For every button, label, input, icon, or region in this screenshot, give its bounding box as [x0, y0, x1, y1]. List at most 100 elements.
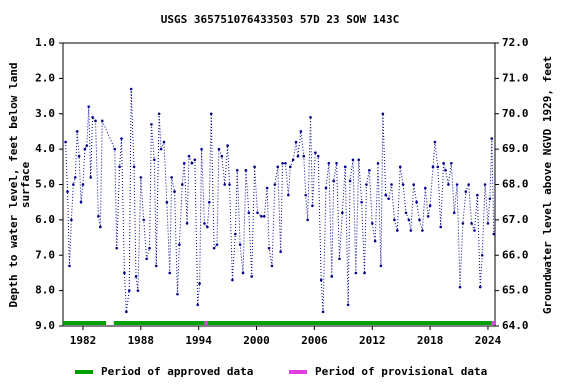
- data-point: [120, 137, 123, 140]
- data-point: [304, 193, 308, 197]
- data-point: [407, 218, 411, 222]
- data-point: [115, 246, 119, 250]
- data-point: [276, 165, 280, 169]
- data-point: [365, 183, 368, 186]
- data-point: [299, 130, 303, 133]
- data-point: [127, 289, 131, 292]
- data-point: [291, 158, 295, 162]
- data-point: [490, 137, 494, 140]
- data-point: [354, 271, 358, 275]
- y2-tick-label: 70.0: [502, 107, 529, 120]
- data-point: [346, 303, 350, 307]
- data-point: [327, 161, 331, 165]
- data-point: [64, 140, 67, 144]
- data-point: [393, 218, 396, 222]
- data-point: [486, 222, 490, 225]
- data-point: [279, 250, 282, 254]
- data-point: [284, 161, 287, 165]
- data-point: [159, 147, 163, 151]
- data-point: [351, 158, 355, 162]
- data-point: [421, 229, 424, 232]
- data-point: [287, 193, 290, 197]
- data-point: [384, 193, 388, 197]
- data-point: [442, 161, 445, 165]
- data-point: [423, 186, 427, 190]
- data-point: [142, 218, 146, 222]
- data-point: [247, 211, 251, 215]
- data-point: [455, 183, 459, 186]
- data-point: [330, 275, 334, 278]
- y-tick-label: 8.0: [35, 284, 55, 297]
- data-point: [250, 275, 254, 278]
- y-tick-label: 2.0: [35, 71, 55, 84]
- data-point: [134, 275, 138, 278]
- data-point: [262, 215, 266, 218]
- data-point: [409, 229, 413, 232]
- y2-tick-label: 71.0: [502, 71, 529, 84]
- data-point: [396, 229, 399, 232]
- data-point: [488, 197, 492, 200]
- data-point: [256, 211, 259, 215]
- x-tick-label: 2018: [417, 334, 444, 347]
- data-point: [173, 190, 176, 193]
- y-axis-label: Depth to water level, feet below land: [7, 62, 20, 307]
- data-point: [244, 169, 248, 172]
- data-point: [309, 115, 312, 119]
- data-point: [324, 186, 328, 190]
- data-point: [139, 176, 143, 179]
- data-point: [157, 112, 161, 116]
- data-point: [100, 119, 104, 123]
- data-point: [390, 183, 393, 186]
- data-point: [165, 200, 169, 204]
- data-point: [207, 200, 211, 204]
- data-point: [206, 225, 209, 229]
- y-tick-label: 1.0: [35, 36, 55, 49]
- y-axis-label: surface: [19, 161, 32, 208]
- data-point: [363, 271, 366, 275]
- data-point: [357, 158, 361, 162]
- data-point: [209, 112, 213, 116]
- data-point: [447, 183, 450, 186]
- data-point: [154, 264, 158, 268]
- data-point: [302, 154, 306, 158]
- chart-title: USGS 365751076433503 57D 23 SOW 143C: [161, 13, 399, 26]
- data-point: [187, 154, 191, 158]
- data-point: [458, 285, 462, 289]
- data-point: [335, 161, 338, 165]
- data-point: [492, 232, 496, 236]
- data-point: [311, 204, 314, 208]
- data-point: [196, 303, 200, 307]
- data-point: [473, 229, 476, 232]
- data-point: [253, 165, 256, 169]
- y2-tick-label: 65.0: [502, 284, 529, 297]
- data-point: [66, 190, 69, 193]
- data-point: [125, 310, 128, 314]
- data-point: [338, 257, 341, 261]
- data-point: [418, 218, 421, 222]
- data-point: [178, 243, 181, 246]
- y-tick-label: 4.0: [35, 142, 55, 155]
- data-point: [68, 264, 71, 268]
- y2-tick-label: 68.0: [502, 178, 529, 191]
- data-point: [426, 215, 430, 218]
- data-point: [461, 222, 465, 225]
- data-point: [321, 310, 325, 314]
- data-point: [153, 158, 156, 162]
- data-point: [476, 193, 479, 197]
- data-point: [231, 278, 234, 282]
- data-point: [198, 282, 201, 285]
- data-point: [314, 151, 317, 154]
- y2-tick-label: 72.0: [502, 36, 529, 49]
- data-point: [412, 183, 416, 186]
- period-bar: [113, 321, 205, 325]
- data-point: [132, 165, 136, 169]
- data-line: [65, 88, 495, 312]
- data-point: [343, 165, 347, 169]
- data-point: [72, 183, 75, 186]
- data-point: [483, 183, 487, 186]
- data-point: [217, 147, 221, 151]
- data-point: [241, 271, 245, 275]
- x-tick-label: 1982: [70, 334, 97, 347]
- data-point: [398, 165, 402, 169]
- data-point: [97, 215, 100, 218]
